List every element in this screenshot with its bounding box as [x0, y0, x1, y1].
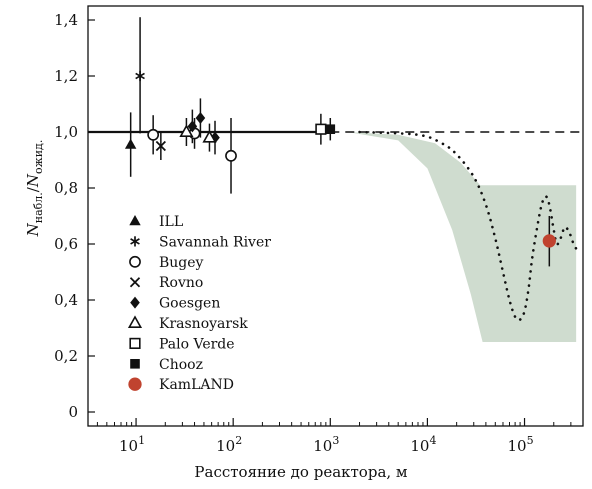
legend-marker-savannah-river-spoke-2	[130, 238, 140, 245]
legend-label-krasnoyarsk: Krasnoyarsk	[159, 316, 248, 332]
legend: ILL Savannah River Bugey Rovno Goesgen Krasno…	[127, 214, 271, 393]
data-point-goesgen-1	[195, 112, 206, 124]
legend-marker-rovno	[129, 277, 141, 288]
data-point-krasnoyarsk-1	[202, 129, 217, 143]
axis-ticks: 0 0,2 0,4 0,6 0,8 1,0 1,2 1,4 101 102 103 104 105	[54, 11, 572, 455]
data-point-krasnoyarsk-0	[179, 124, 194, 137]
plot-frame	[87, 5, 584, 427]
legend-marker-kamland	[128, 377, 142, 391]
x-tick-label: 105	[507, 434, 533, 455]
y-tick-label: 1,0	[54, 123, 78, 141]
legend-label-kamland: KamLAND	[159, 377, 234, 393]
legend-marker-palo-verde	[129, 337, 141, 350]
y-axis-label: Nнабл./Nожид.	[24, 140, 45, 238]
data-point-ill-0	[124, 138, 137, 149]
data-point-rovno-0-stroke-b	[155, 140, 166, 152]
legend-marker-chooz	[130, 359, 140, 369]
y-tick-label: 1,2	[54, 67, 78, 85]
plot-frame-rect	[87, 5, 584, 427]
legend-label-rovno: Rovno	[159, 275, 203, 291]
legend-marker-goesgen	[130, 296, 140, 309]
legend-label-savannah-river: Savannah River	[159, 234, 271, 250]
data-point-bugey-2	[225, 149, 237, 162]
y-tick-label: 0,2	[54, 347, 78, 365]
x-axis-label: Расстояние до реактора, м	[194, 463, 408, 481]
data-point-savannah-river-0-spoke-2	[135, 72, 145, 80]
data-point-bugey-0	[147, 128, 160, 141]
legend-label-goesgen: Goesgen	[159, 296, 220, 312]
oscillation-curve	[358, 130, 579, 322]
x-tick-label: 104	[410, 434, 436, 455]
data-point-savannah-river-0	[135, 70, 145, 82]
y-tick-label: 1,4	[54, 11, 78, 29]
data-point-goesgen-0	[187, 120, 198, 133]
y-tick-label: 0	[68, 403, 78, 421]
data-point-rovno-0	[155, 140, 166, 152]
x-tick-label: 103	[313, 434, 339, 455]
legend-marker-krasnoyarsk	[127, 315, 143, 329]
oscillation-curve-line	[358, 130, 579, 322]
data-point-palo-verde-0	[315, 123, 327, 135]
y-tick-label: 0,8	[54, 179, 78, 197]
prediction-band-area	[347, 132, 577, 342]
legend-marker-ill	[129, 215, 141, 226]
legend-marker-savannah-river	[130, 236, 140, 247]
legend-label-palo-verde: Palo Verde	[159, 336, 235, 352]
legend-label-ill: ILL	[159, 214, 183, 230]
data-markers	[124, 70, 556, 248]
prediction-band	[347, 132, 577, 342]
data-point-chooz-0	[325, 124, 336, 134]
legend-marker-rovno-stroke-b	[129, 277, 141, 288]
legend-marker-bugey	[129, 255, 141, 268]
legend-label-chooz: Chooz	[159, 357, 203, 373]
y-tick-label: 0,6	[54, 235, 78, 253]
x-tick-label: 102	[216, 434, 242, 455]
x-tick-label: 101	[119, 434, 145, 455]
legend-label-bugey: Bugey	[159, 255, 204, 271]
y-tick-label: 0,4	[54, 291, 78, 309]
data-point-kamland-0	[542, 234, 556, 248]
